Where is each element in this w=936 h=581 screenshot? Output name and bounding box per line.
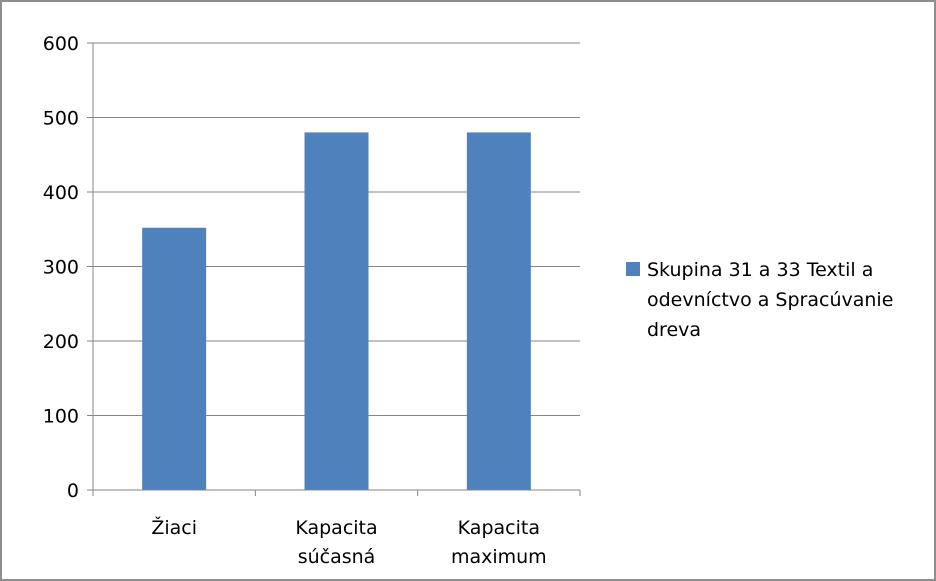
- y-tick-labels: 0 100 200 300 400 500 600: [43, 33, 79, 502]
- bar: [304, 132, 369, 490]
- y-tick-label: 500: [43, 108, 79, 130]
- x-category-label: Žiaci: [151, 516, 197, 539]
- y-tick-label: 0: [67, 480, 79, 502]
- y-tick-label: 300: [43, 257, 79, 279]
- x-category-label: Kapacita súčasná: [295, 517, 377, 568]
- legend: Skupina 31 a 33 Textil a odevníctvo a Spr…: [626, 259, 893, 341]
- y-tick-label: 400: [43, 182, 79, 204]
- x-category-label: Kapacita maximum: [451, 517, 547, 568]
- legend-swatch: [626, 262, 640, 276]
- y-tick-label: 600: [43, 33, 79, 55]
- legend-label: Skupina 31 a 33 Textil a odevníctvo a Spr…: [647, 259, 893, 341]
- bar: [466, 132, 531, 490]
- bars: [142, 132, 531, 490]
- y-tick-label: 100: [43, 406, 79, 428]
- axes: [87, 42, 581, 496]
- y-tick-label: 200: [43, 331, 79, 353]
- bar: [142, 227, 207, 490]
- x-category-labels: Žiaci Kapacita súčasná Kapacita maximum: [151, 516, 546, 568]
